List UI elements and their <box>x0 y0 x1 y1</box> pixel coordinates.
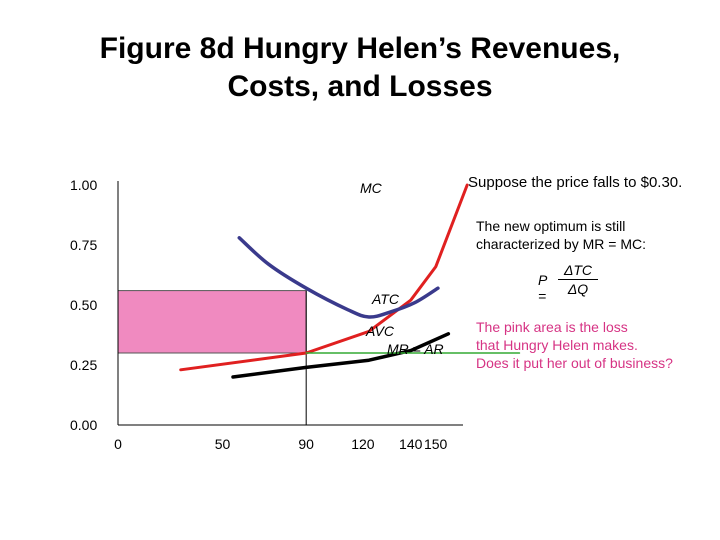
y-tick-label: 0.25 <box>70 357 97 373</box>
optimum-line2: characterized by MR = MC: <box>476 236 646 252</box>
chart-title-line1: Figure 8d Hungry Helen’s Revenues, <box>99 32 621 65</box>
loss-text: The pink area is the loss that Hungry He… <box>476 318 673 372</box>
loss-line1: The pink area is the loss <box>476 319 628 335</box>
x-tick-label: 0 <box>114 436 122 452</box>
formula-lhs: P = <box>538 272 547 304</box>
loss-line2: that Hungry Helen makes. <box>476 337 638 353</box>
chart-title-line2: Costs, and Losses <box>227 70 493 103</box>
formula-fraction: ΔTC ΔQ <box>558 262 598 297</box>
label-atc: ATC <box>371 291 400 307</box>
y-tick-label: 0.75 <box>70 237 97 253</box>
label-mc: MC <box>360 180 383 196</box>
loss-line3: Does it put her out of business? <box>476 355 673 371</box>
y-tick-label: 0.50 <box>70 297 97 313</box>
chart-title: Figure 8d Hungry Helen’s Revenues, Costs… <box>0 30 720 106</box>
y-tick-label: 1.00 <box>70 177 97 193</box>
formula-denominator: ΔQ <box>567 281 589 297</box>
series-atc-line <box>237 236 440 319</box>
label-avc: AVC <box>365 323 395 339</box>
optimum-line1: The new optimum is still <box>476 218 626 234</box>
formula-numerator: ΔTC <box>558 262 598 280</box>
price-falls-text: Suppose the price falls to $0.30. <box>468 174 683 191</box>
label-mr: MR = AR <box>387 341 444 357</box>
loss-area <box>117 290 307 354</box>
optimum-text: The new optimum is still characterized b… <box>476 217 646 253</box>
x-tick-label: 50 <box>215 436 231 452</box>
series-avc-line <box>231 332 451 379</box>
x-tick-label: 140 <box>399 436 423 452</box>
x-tick-label: 120 <box>351 436 375 452</box>
x-tick-label: 90 <box>298 436 314 452</box>
series-mc-line <box>179 183 469 372</box>
y-tick-label: 0.00 <box>70 417 97 433</box>
x-tick-label: 150 <box>424 436 448 452</box>
